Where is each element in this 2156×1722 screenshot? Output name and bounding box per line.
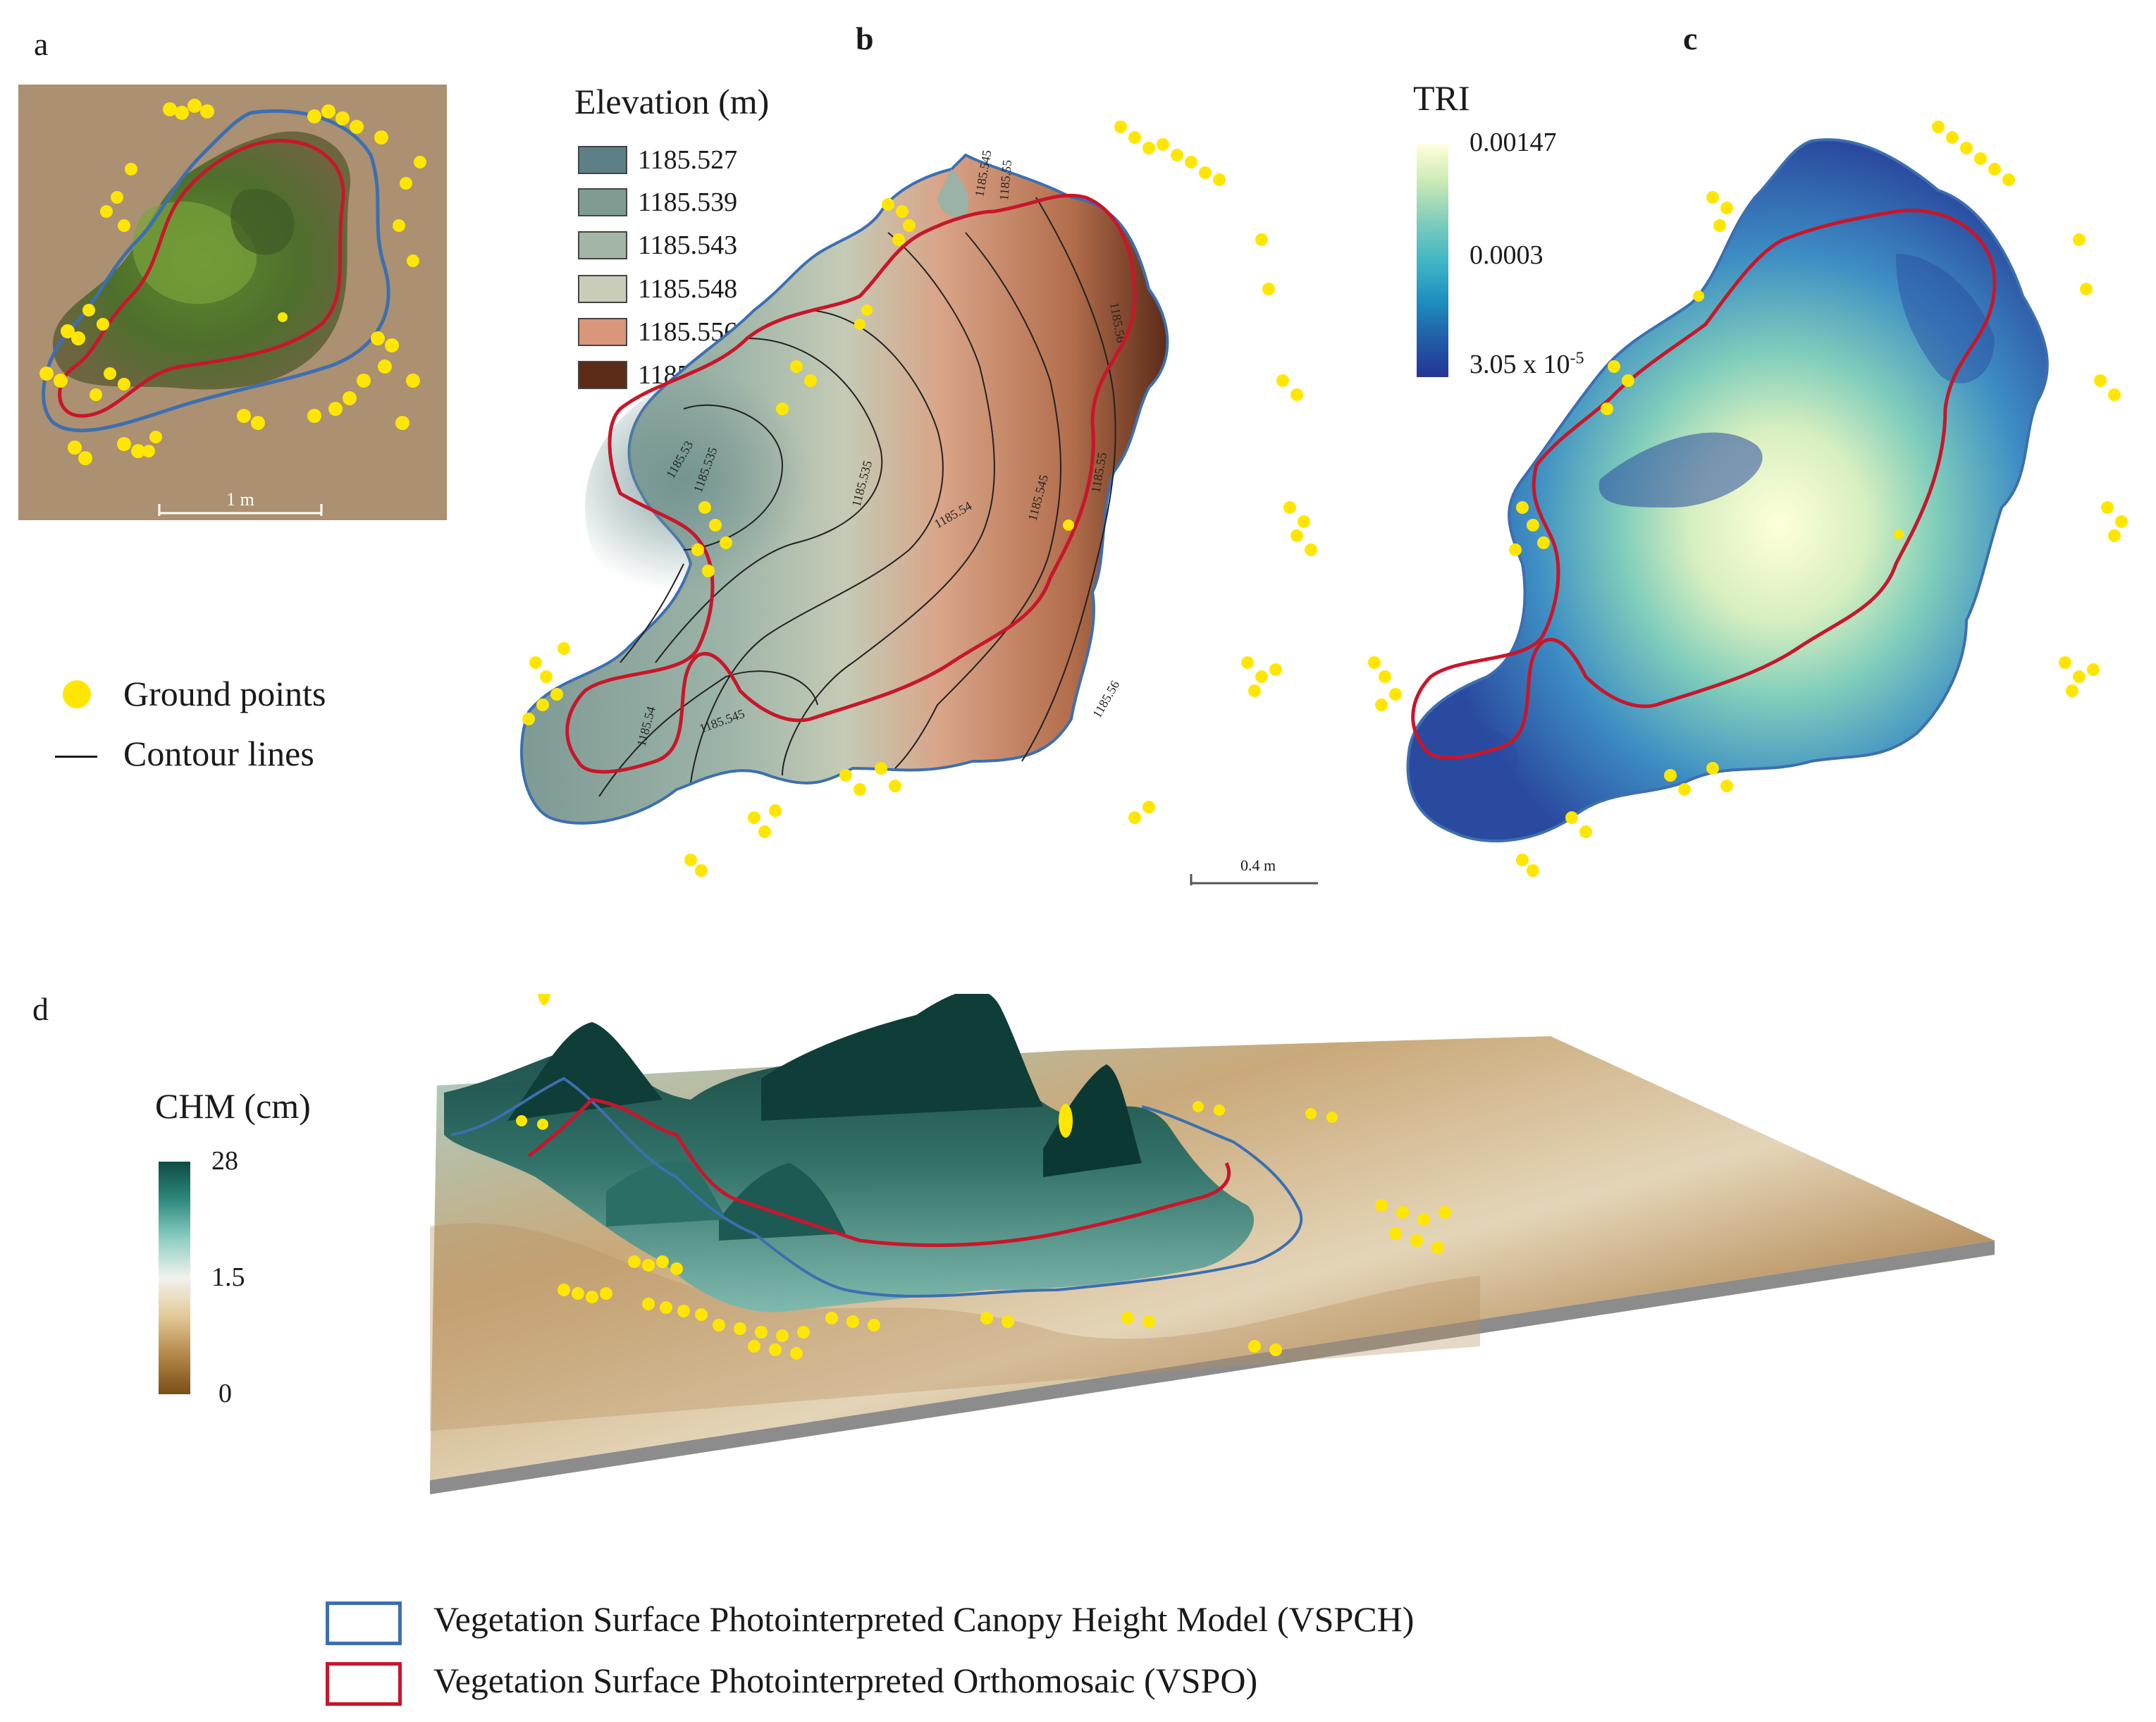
panel-b-scalebar-label: 0.4 m bbox=[1240, 856, 1276, 874]
elevation-class-label: 1185.548 bbox=[638, 274, 738, 304]
contour-line-symbol bbox=[55, 756, 97, 758]
tri-min-label: 3.05 x 10-5 bbox=[1470, 349, 1584, 380]
vspch-legend-swatch bbox=[326, 1601, 402, 1645]
vspch-legend-label: Vegetation Surface Photointerpreted Cano… bbox=[433, 1599, 1415, 1639]
tri-max-label: 0.00147 bbox=[1470, 128, 1557, 157]
elevation-swatch bbox=[578, 231, 627, 259]
elevation-legend-title: Elevation (m) bbox=[574, 82, 770, 121]
panel-d-chm-3d-surface bbox=[430, 994, 1995, 1494]
tri-colorbar bbox=[1417, 144, 1448, 377]
panel-a-orthophoto: 1 m bbox=[18, 85, 447, 520]
panel-a-scalebar-label: 1 m bbox=[226, 489, 254, 510]
elevation-class-label: 1185.539 bbox=[638, 187, 738, 217]
vspo-legend-swatch bbox=[326, 1662, 402, 1706]
panel-b-elevation-map: 1185.545 1185.55 1185.56 1185.535 1185.5… bbox=[520, 149, 1318, 885]
panel-d-letter: d bbox=[32, 991, 49, 1027]
contour-lines-label: Contour lines bbox=[123, 734, 314, 773]
vspo-legend-label: Vegetation Surface Photointerpreted Orth… bbox=[433, 1661, 1258, 1700]
ground-points-symbol bbox=[63, 680, 91, 708]
elevation-swatch bbox=[578, 318, 627, 346]
elevation-class-label: 1185.527 bbox=[638, 145, 738, 175]
panel-c-tri-map bbox=[1368, 121, 2128, 877]
chm-mid-label: 1.5 bbox=[211, 1262, 245, 1292]
tri-mid-label: 0.0003 bbox=[1470, 240, 1544, 270]
elevation-swatch bbox=[578, 275, 627, 303]
panel-c-letter: c bbox=[1683, 20, 1698, 56]
chm-max-label: 28 bbox=[211, 1146, 238, 1176]
tri-min-mantissa: 3.05 x 10 bbox=[1470, 350, 1570, 379]
panel-b-letter: b bbox=[856, 20, 874, 56]
ground-points-label: Ground points bbox=[123, 674, 326, 713]
elevation-swatch bbox=[578, 146, 627, 174]
tri-legend-title: TRI bbox=[1413, 78, 1470, 118]
elevation-swatch bbox=[578, 188, 627, 216]
tri-min-exponent: -5 bbox=[1570, 349, 1584, 368]
panel-b-ground-points bbox=[522, 121, 1317, 877]
elevation-class-label: 1185.543 bbox=[638, 230, 738, 260]
chm-min-label: 0 bbox=[218, 1379, 232, 1408]
chm-colorbar bbox=[159, 1162, 190, 1394]
chm-legend-title: CHM (cm) bbox=[155, 1086, 311, 1126]
elevation-swatch bbox=[578, 361, 627, 389]
panel-a-letter: a bbox=[34, 26, 49, 62]
